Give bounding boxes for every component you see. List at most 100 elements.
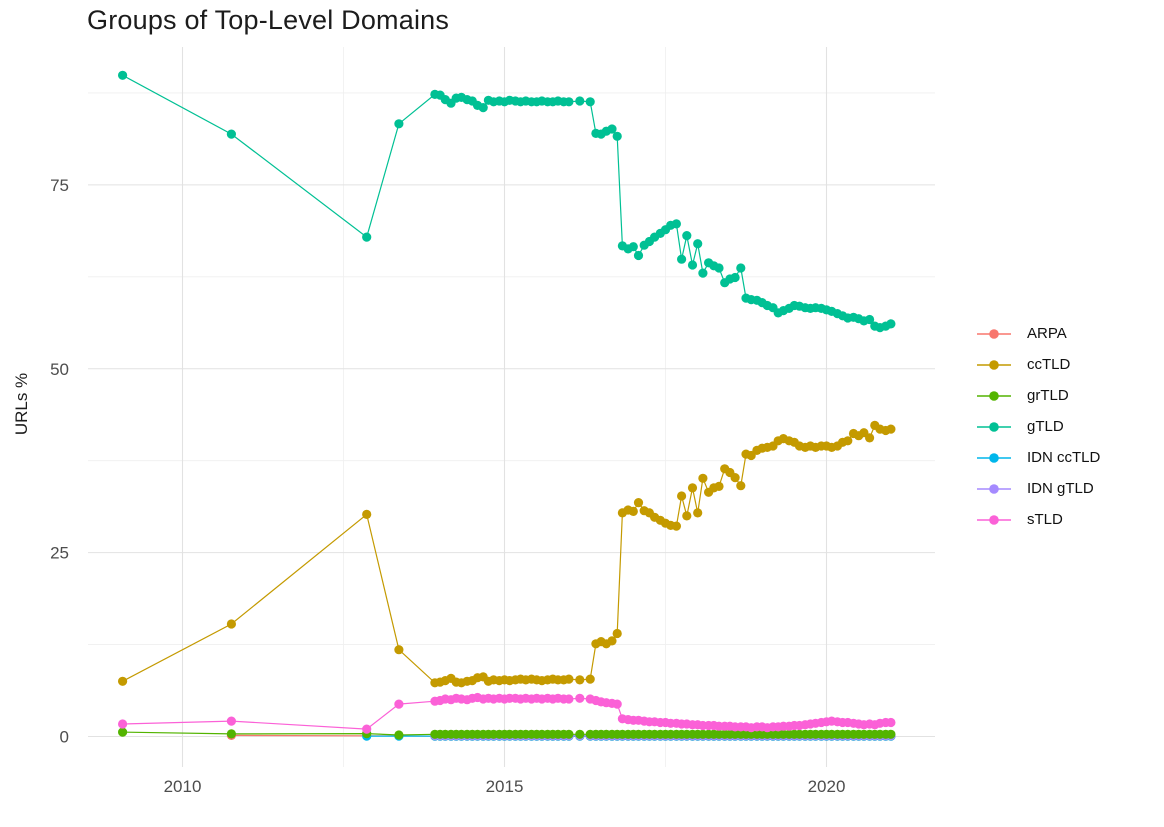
chart-title: Groups of Top-Level Domains <box>87 5 450 35</box>
legend-item-stld: sTLD <box>977 504 1100 535</box>
y-axis-title: URLs % <box>12 372 31 436</box>
y-tick-label: 50 <box>50 360 69 379</box>
legend-item-arpa: ARPA <box>977 318 1100 349</box>
data-point-cctld <box>714 481 724 491</box>
data-point-cctld <box>628 506 638 516</box>
data-point-stld <box>226 716 236 726</box>
data-point-grtld <box>394 730 404 740</box>
legend-label-stld: sTLD <box>1027 511 1063 528</box>
data-point-gtld <box>730 272 740 283</box>
legend-label-grtld: grTLD <box>1027 387 1069 404</box>
data-point-grtld <box>886 729 896 739</box>
data-point-gtld <box>118 70 128 80</box>
data-point-gtld <box>607 124 617 134</box>
data-point-cctld <box>575 675 585 685</box>
series-cctld <box>118 420 896 688</box>
legend-item-cctld: ccTLD <box>977 349 1100 380</box>
data-point-gtld <box>682 231 692 241</box>
data-point-gtld <box>575 96 585 106</box>
data-point-gtld <box>886 319 896 329</box>
y-tick-label: 75 <box>50 176 69 195</box>
data-point-cctld <box>698 473 708 483</box>
legend-label-idn-cctld: IDN ccTLD <box>1027 449 1101 466</box>
data-point-gtld <box>478 103 488 113</box>
data-point-gtld <box>698 268 708 278</box>
legend-key-grtld <box>977 390 1011 401</box>
data-point-cctld <box>677 491 687 501</box>
series-grtld <box>118 727 896 740</box>
data-point-cctld <box>362 509 372 519</box>
series-line-gtld <box>122 74 892 329</box>
data-point-gtld <box>628 242 638 252</box>
data-point-cctld <box>607 636 617 646</box>
y-tick-label: 0 <box>60 728 69 747</box>
legend-label-idn-gtld: IDN gTLD <box>1027 480 1094 497</box>
data-point-cctld <box>687 483 698 493</box>
data-point-cctld <box>865 433 875 443</box>
legend: ARPA ccTLD grTLD gTLD IDN ccTLD IDN gTLD sTLD <box>977 318 1100 535</box>
legend-key-gtld <box>977 421 1011 432</box>
data-point-stld <box>575 693 585 703</box>
y-tick-label: 25 <box>50 544 69 563</box>
data-point-gtld <box>564 97 574 107</box>
legend-item-gtld: gTLD <box>977 411 1100 442</box>
data-point-gtld <box>633 250 644 261</box>
legend-key-idn-cctld <box>977 452 1011 463</box>
series-gtld <box>118 70 896 333</box>
legend-item-idn-cctld: IDN ccTLD <box>977 442 1100 473</box>
data-point-cctld <box>394 645 404 655</box>
data-point-cctld <box>118 676 128 686</box>
series-stld <box>118 692 896 734</box>
data-point-gtld <box>865 314 875 325</box>
legend-label-gtld: gTLD <box>1027 418 1064 435</box>
data-point-stld <box>564 694 574 704</box>
legend-label-arpa: ARPA <box>1027 325 1067 342</box>
legend-key-point <box>989 359 999 370</box>
x-tick-label: 2015 <box>486 777 524 796</box>
legend-item-grtld: grTLD <box>977 380 1100 411</box>
legend-key-point <box>989 514 999 525</box>
data-point-gtld <box>612 131 622 141</box>
data-point-stld <box>118 719 128 729</box>
data-point-gtld <box>687 260 698 270</box>
data-point-gtld <box>362 232 372 242</box>
data-point-cctld <box>564 674 574 684</box>
legend-key-point <box>989 328 999 339</box>
data-point-cctld <box>585 674 595 684</box>
legend-key-arpa <box>977 328 1011 339</box>
legend-key-stld <box>977 514 1011 525</box>
data-point-gtld <box>736 263 746 273</box>
data-point-gtld <box>693 239 703 249</box>
data-point-stld <box>394 699 404 709</box>
data-point-grtld <box>118 727 128 737</box>
legend-key-point <box>989 483 999 494</box>
data-point-cctld <box>843 436 853 446</box>
x-tick-label: 2020 <box>808 777 846 796</box>
data-point-cctld <box>633 498 644 508</box>
data-point-stld <box>612 699 622 709</box>
data-point-gtld <box>671 219 682 229</box>
data-point-cctld <box>886 424 896 434</box>
data-point-cctld <box>226 619 236 629</box>
legend-key-idn-gtld <box>977 483 1011 494</box>
data-point-grtld <box>564 729 574 739</box>
data-point-cctld <box>736 481 746 491</box>
data-point-cctld <box>671 521 682 531</box>
data-point-gtld <box>714 263 724 273</box>
data-point-grtld <box>575 729 585 739</box>
x-tick-label: 2010 <box>164 777 202 796</box>
data-point-gtld <box>226 129 236 139</box>
data-point-gtld <box>677 254 687 264</box>
data-point-cctld <box>612 628 622 639</box>
data-point-gtld <box>394 119 404 129</box>
data-point-stld <box>886 717 896 728</box>
data-point-cctld <box>682 511 692 521</box>
legend-key-point <box>989 390 999 401</box>
legend-key-cctld <box>977 359 1011 370</box>
legend-item-idn-gtld: IDN gTLD <box>977 473 1100 504</box>
legend-key-point <box>989 452 999 463</box>
data-point-cctld <box>693 508 703 518</box>
legend-label-cctld: ccTLD <box>1027 356 1071 373</box>
data-point-grtld <box>226 729 236 739</box>
